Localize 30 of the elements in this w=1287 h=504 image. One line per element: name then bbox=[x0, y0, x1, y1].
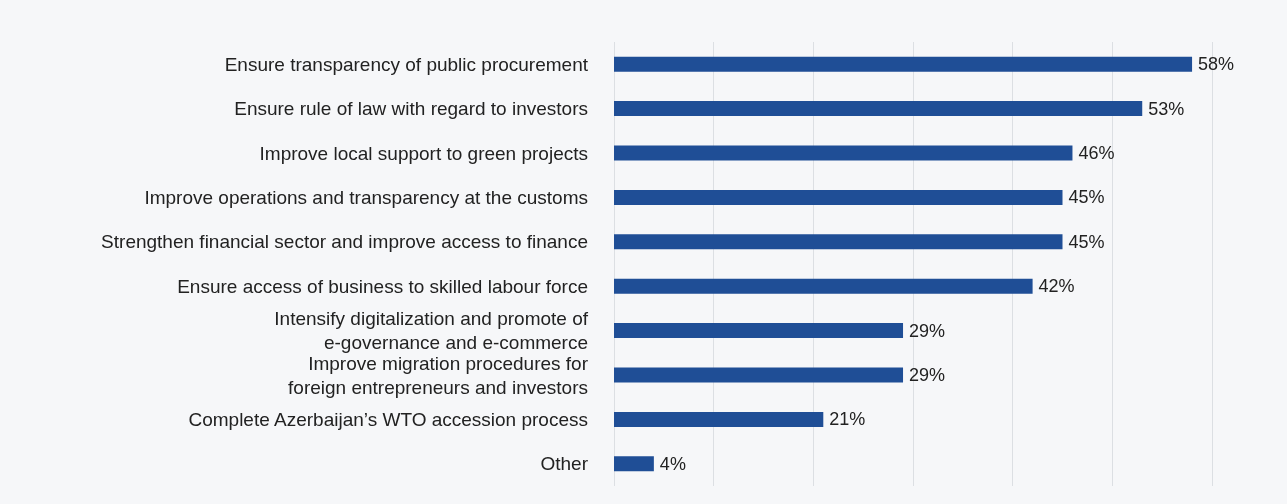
bar bbox=[614, 234, 1063, 250]
data-label: 58% bbox=[1198, 54, 1235, 75]
bar bbox=[614, 323, 904, 339]
y-tick-label: Ensure access of business to skilled labour force bbox=[177, 275, 588, 297]
data-label: 21% bbox=[829, 409, 866, 430]
data-label: 29% bbox=[909, 365, 946, 385]
y-tick-label: Improve migration procedures for foreign entrepreneurs and investors bbox=[288, 352, 589, 398]
bar bbox=[614, 56, 1193, 72]
y-tick-label: Improve local support to green projects bbox=[259, 142, 588, 164]
data-label: 29% bbox=[909, 320, 946, 341]
bar bbox=[614, 411, 824, 427]
data-label: 46% bbox=[1078, 143, 1115, 163]
y-tick-label: Other bbox=[540, 453, 589, 475]
y-tick-label: Improve operations and transparency at the customs bbox=[144, 186, 588, 208]
bar bbox=[614, 367, 904, 383]
y-tick-label: Ensure rule of law with regard to investors bbox=[234, 98, 588, 120]
data-label: 4% bbox=[659, 453, 686, 474]
y-tick-label: Complete Azerbaijan’s WTO accession process bbox=[188, 408, 588, 430]
y-tick-label: Strengthen financial sector and improve access to finance bbox=[101, 231, 588, 253]
y-tick-label: Ensure transparency of public procurement bbox=[224, 53, 589, 75]
y-tick-label: Intensify digitalization and promote of e-governance and e-commerce bbox=[274, 308, 589, 354]
data-label: 45% bbox=[1068, 187, 1105, 208]
bar bbox=[614, 278, 1033, 294]
bar bbox=[614, 189, 1063, 205]
data-label: 53% bbox=[1148, 98, 1185, 119]
bar bbox=[614, 145, 1073, 161]
data-label: 42% bbox=[1038, 276, 1075, 297]
bar bbox=[614, 101, 1143, 117]
bar bbox=[614, 456, 654, 472]
data-label: 45% bbox=[1068, 231, 1105, 252]
